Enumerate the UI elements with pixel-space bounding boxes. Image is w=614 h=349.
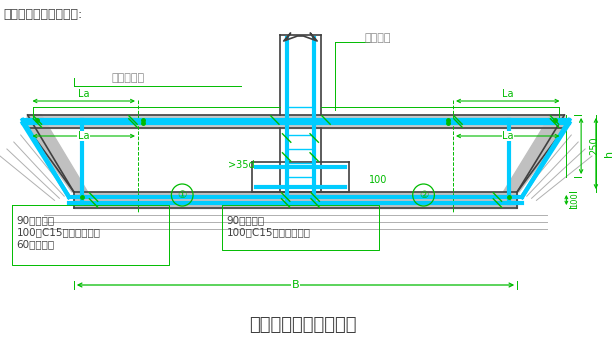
Text: La: La (78, 89, 90, 99)
Text: La: La (78, 131, 90, 141)
Text: 60厚聚苯板: 60厚聚苯板 (17, 239, 55, 249)
Text: La: La (502, 89, 513, 99)
Polygon shape (503, 115, 566, 192)
Text: B: B (292, 280, 299, 290)
Text: ①: ① (177, 190, 187, 200)
Text: 100厚C15素混凝土垫层: 100厚C15素混凝土垫层 (17, 227, 101, 237)
Text: 90厚防水层: 90厚防水层 (227, 215, 265, 225)
Text: 90厚防水层: 90厚防水层 (17, 215, 55, 225)
Text: h: h (604, 150, 614, 157)
Text: 100: 100 (369, 175, 387, 185)
Text: >35d: >35d (228, 160, 255, 170)
Text: 独基与防潮板交接大样: 独基与防潮板交接大样 (249, 316, 356, 334)
Polygon shape (74, 192, 517, 208)
Text: 同柱配筋: 同柱配筋 (365, 33, 391, 43)
Text: 详防水底板: 详防水底板 (112, 73, 145, 83)
Polygon shape (26, 115, 88, 192)
Text: 250: 250 (589, 137, 599, 155)
Text: ②: ② (419, 190, 428, 200)
Text: 独立基础与防水板连接:: 独立基础与防水板连接: (3, 8, 82, 21)
Text: 100: 100 (570, 192, 579, 208)
Polygon shape (28, 115, 564, 128)
Text: 100厚C15素混凝土垫层: 100厚C15素混凝土垫层 (227, 227, 311, 237)
Text: La: La (502, 131, 513, 141)
